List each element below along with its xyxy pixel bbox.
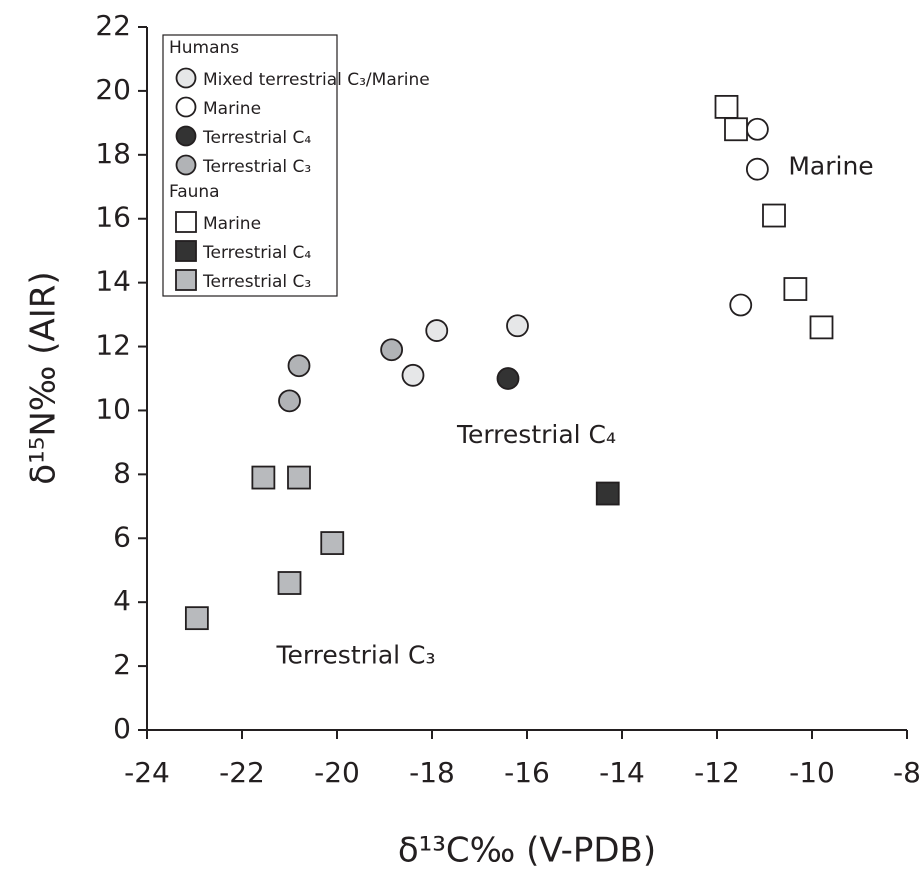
point	[278, 389, 301, 413]
point	[724, 117, 748, 142]
y-tick-label: 10	[95, 392, 131, 425]
legend-marker	[175, 240, 197, 262]
point	[287, 354, 311, 378]
y-tick-label: 18	[95, 137, 131, 170]
x-tick-label: -14	[599, 756, 645, 789]
y-tick-label: 2	[113, 648, 131, 681]
y-tick-label: 6	[113, 520, 131, 553]
legend-marker	[175, 96, 197, 118]
point	[762, 203, 786, 228]
y-tick-label: 0	[113, 712, 131, 745]
point	[729, 293, 753, 317]
legend-marker	[175, 154, 197, 176]
x-axis-title: δ¹³C‰ (V-PDB)	[398, 831, 656, 871]
legend-group-title: Fauna	[169, 182, 220, 202]
legend-label: Terrestrial C₄	[202, 243, 311, 263]
annotation: Marine	[788, 152, 873, 181]
legend-label: Terrestrial C₃	[202, 157, 311, 177]
point	[745, 117, 769, 141]
point	[184, 606, 209, 631]
x-tick-label: -12	[694, 756, 740, 789]
point	[287, 465, 311, 490]
x-tick-label: -20	[314, 756, 360, 789]
x-tick-label: -10	[789, 756, 835, 789]
x-tick-label: -16	[504, 756, 550, 789]
point	[595, 481, 620, 506]
legend-label: Terrestrial C₄	[202, 128, 311, 148]
point	[380, 338, 404, 362]
annotation: Terrestrial C₄	[456, 420, 616, 449]
point	[320, 531, 345, 555]
y-tick-label: 12	[95, 329, 131, 362]
point	[277, 571, 302, 595]
point	[496, 367, 520, 390]
point	[251, 465, 276, 490]
point	[745, 157, 769, 181]
x-tick-label: -24	[124, 756, 170, 789]
y-tick-label: 22	[95, 9, 131, 42]
x-tick-label: -18	[409, 756, 455, 789]
y-axis-title: δ¹⁵N‰ (AIR)	[24, 271, 64, 484]
y-tick-label: 8	[113, 456, 131, 489]
legend-marker	[175, 211, 197, 233]
legend-label: Mixed terrestrial C₃/Marine	[203, 70, 430, 90]
legend-marker	[175, 269, 197, 291]
y-tick-label: 14	[95, 265, 131, 298]
y-tick-label: 16	[95, 201, 131, 234]
point	[809, 315, 834, 340]
point	[506, 314, 529, 338]
legend-label: Marine	[203, 214, 261, 234]
legend-label: Terrestrial C₃	[202, 272, 311, 292]
legend-group-title: Humans	[169, 38, 239, 58]
point	[401, 363, 425, 387]
x-tick-label: -22	[219, 756, 265, 789]
legend-marker	[175, 125, 197, 147]
point	[714, 94, 739, 119]
legend-marker	[175, 67, 197, 89]
y-tick-label: 20	[95, 73, 131, 106]
legend-label: Marine	[203, 99, 261, 119]
point	[783, 277, 808, 301]
point	[425, 319, 449, 342]
y-tick-label: 4	[113, 584, 131, 617]
annotation: Terrestrial C₃	[275, 641, 435, 670]
x-tick-label: -8	[893, 756, 921, 789]
